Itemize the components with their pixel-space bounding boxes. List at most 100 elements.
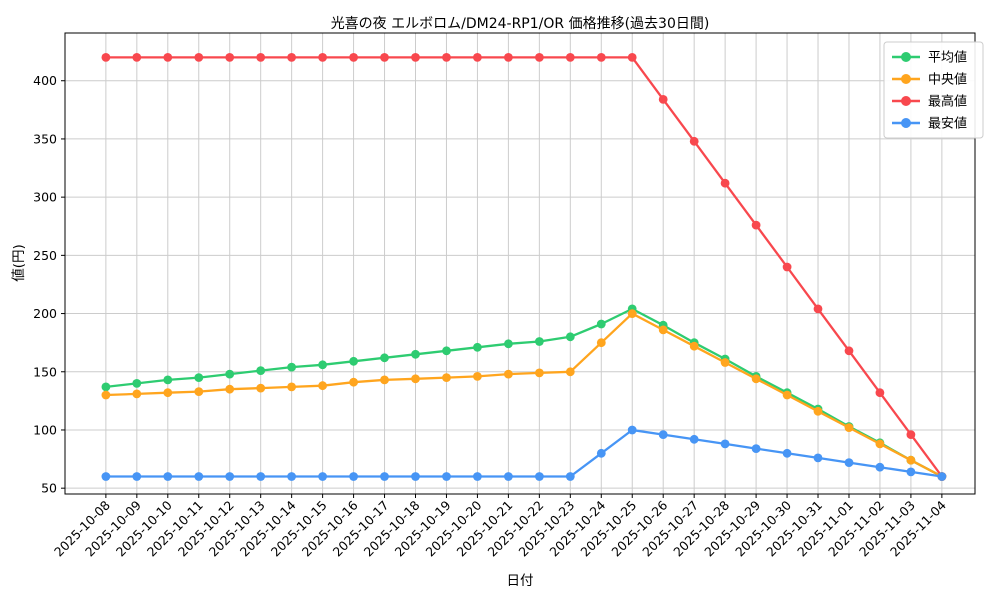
data-point-median <box>813 406 823 416</box>
data-point-lowest <box>132 472 142 481</box>
x-axis-label: 日付 <box>506 573 534 589</box>
data-point-median <box>101 390 111 400</box>
data-point-highest <box>658 95 668 104</box>
data-point-median <box>658 325 668 335</box>
data-point-highest <box>565 53 575 62</box>
data-point-lowest <box>473 472 482 481</box>
series-line-average <box>105 307 943 478</box>
data-point-highest <box>473 53 482 62</box>
data-point-lowest <box>225 472 235 481</box>
data-point-highest <box>411 53 420 62</box>
data-point-median <box>751 374 761 384</box>
data-point-median <box>689 341 699 351</box>
data-point-lowest <box>782 448 792 458</box>
data-point-highest <box>349 53 358 62</box>
data-point-average <box>473 342 482 352</box>
data-point-median <box>782 390 792 400</box>
y-tick-label: 200 <box>33 306 57 321</box>
data-point-highest <box>318 53 327 62</box>
data-point-lowest <box>689 434 699 444</box>
y-axis-label: 値(円) <box>11 244 27 282</box>
data-point-median <box>504 369 513 379</box>
data-point-lowest <box>411 472 420 481</box>
data-point-highest <box>782 262 792 272</box>
data-point-median <box>194 387 204 396</box>
data-point-average <box>504 339 513 349</box>
legend-marker-lowest <box>901 118 911 128</box>
series-line-lowest <box>105 428 943 478</box>
data-point-lowest <box>163 472 173 481</box>
legend-label-lowest: 最安値 <box>928 116 967 132</box>
data-point-lowest <box>937 472 947 481</box>
plot-border <box>64 32 976 495</box>
data-point-lowest <box>349 472 358 481</box>
data-point-lowest <box>380 472 389 481</box>
y-tick-label: 100 <box>33 422 57 437</box>
data-point-highest <box>287 53 296 62</box>
data-point-median <box>349 377 358 387</box>
data-point-average <box>535 337 544 346</box>
data-point-highest <box>627 53 637 62</box>
y-tick-label: 350 <box>33 131 57 146</box>
data-point-lowest <box>658 430 668 439</box>
data-point-median <box>163 388 173 398</box>
data-point-average <box>287 362 296 372</box>
data-point-lowest <box>596 448 606 458</box>
data-point-average <box>194 373 204 382</box>
data-point-lowest <box>101 472 111 481</box>
data-point-average <box>225 369 235 379</box>
data-point-median <box>535 368 544 378</box>
y-tick-label: 250 <box>33 248 57 263</box>
data-point-average <box>596 319 606 329</box>
data-point-lowest <box>256 472 266 481</box>
data-point-median <box>596 338 606 348</box>
data-point-lowest <box>565 472 575 481</box>
data-point-lowest <box>318 472 327 481</box>
data-point-lowest <box>751 444 761 453</box>
series-median <box>101 309 947 481</box>
data-point-highest <box>875 388 885 398</box>
data-point-median <box>380 375 389 385</box>
chart-title: 光喜の夜 エルボロム/DM24-RP1/OR 価格推移(過去30日間) <box>330 16 710 32</box>
data-point-median <box>906 455 916 465</box>
data-point-average <box>132 379 142 388</box>
series-line-median <box>105 312 943 478</box>
data-point-median <box>720 358 730 367</box>
data-point-highest <box>380 53 389 62</box>
data-point-highest <box>101 53 111 62</box>
data-point-lowest <box>535 472 544 481</box>
data-point-highest <box>225 53 235 62</box>
legend-label-median: 中央値 <box>928 72 967 88</box>
data-point-median <box>844 423 854 432</box>
data-point-highest <box>689 136 699 146</box>
data-point-lowest <box>720 439 730 449</box>
data-point-lowest <box>627 425 637 435</box>
data-point-highest <box>813 304 823 314</box>
data-point-median <box>225 384 235 394</box>
data-point-average <box>411 349 420 359</box>
data-point-lowest <box>194 472 204 481</box>
data-point-median <box>132 389 142 399</box>
data-point-lowest <box>504 472 513 481</box>
y-tick-label: 300 <box>33 190 57 205</box>
data-point-median <box>411 374 420 384</box>
legend-label-highest: 最高値 <box>928 94 967 110</box>
axes-ticks: 2025-10-082025-10-092025-10-102025-10-11… <box>33 73 949 559</box>
data-point-median <box>318 381 327 391</box>
legend-item-average: 平均値 <box>892 50 967 66</box>
y-tick-label: 150 <box>33 364 57 379</box>
data-point-median <box>442 373 451 382</box>
data-point-highest <box>256 53 266 62</box>
data-point-highest <box>751 220 761 230</box>
legend-item-highest: 最高値 <box>892 94 967 110</box>
data-point-median <box>256 383 266 393</box>
series-line-highest <box>105 56 943 478</box>
legend-item-median: 中央値 <box>892 72 967 88</box>
data-point-average <box>565 332 575 342</box>
legend-marker-median <box>901 74 911 84</box>
data-point-median <box>287 382 296 392</box>
data-point-highest <box>596 53 606 62</box>
